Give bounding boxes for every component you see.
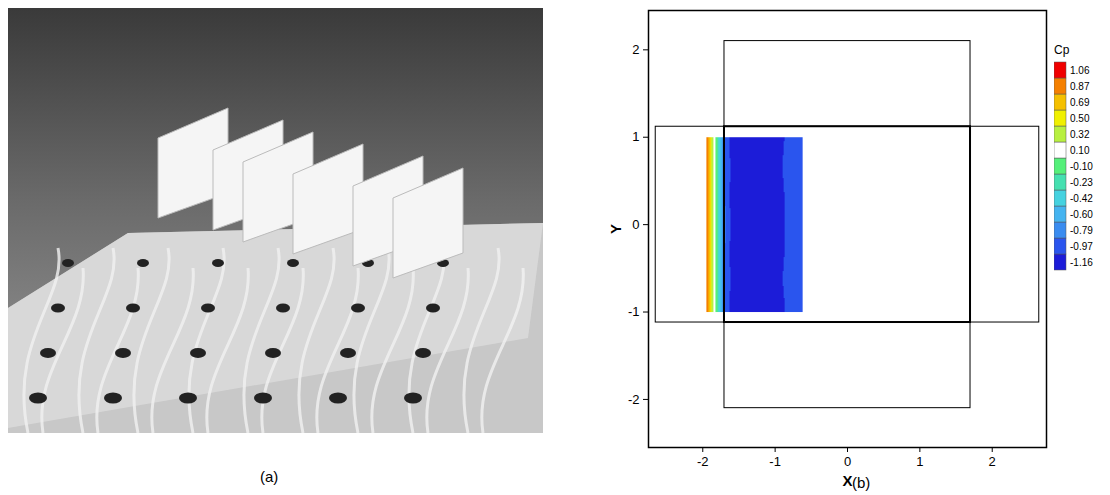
svg-text:X: X bbox=[842, 472, 852, 489]
svg-text:-0.79: -0.79 bbox=[1070, 225, 1093, 236]
svg-text:0.32: 0.32 bbox=[1070, 129, 1090, 140]
svg-text:1: 1 bbox=[916, 454, 923, 469]
svg-text:-0.10: -0.10 bbox=[1070, 161, 1093, 172]
svg-text:-2: -2 bbox=[628, 392, 640, 407]
svg-text:-0.97: -0.97 bbox=[1070, 241, 1093, 252]
svg-text:-0.23: -0.23 bbox=[1070, 177, 1093, 188]
svg-text:Y: Y bbox=[607, 224, 624, 234]
svg-text:-1.16: -1.16 bbox=[1070, 257, 1093, 268]
svg-text:2: 2 bbox=[632, 42, 639, 57]
svg-text:-2: -2 bbox=[697, 454, 709, 469]
svg-text:Cp: Cp bbox=[1054, 43, 1070, 57]
svg-text:-0.42: -0.42 bbox=[1070, 193, 1093, 204]
html-text:(b): (b) bbox=[852, 474, 871, 491]
svg-text:-1: -1 bbox=[628, 304, 640, 319]
svg-text:1: 1 bbox=[632, 129, 639, 144]
svg-text:0.10: 0.10 bbox=[1070, 145, 1090, 156]
svg-text:0.69: 0.69 bbox=[1070, 97, 1090, 108]
svg-text:0: 0 bbox=[844, 454, 851, 469]
svg-text:0: 0 bbox=[632, 217, 639, 232]
svg-text:1.06: 1.06 bbox=[1070, 65, 1090, 76]
svg-text:0.50: 0.50 bbox=[1070, 113, 1090, 124]
html-text:(a): (a) bbox=[260, 468, 279, 485]
svg-text:-0.60: -0.60 bbox=[1070, 209, 1093, 220]
svg-text:2: 2 bbox=[989, 454, 996, 469]
svg-text:0.87: 0.87 bbox=[1070, 81, 1090, 92]
svg-text:-1: -1 bbox=[769, 454, 781, 469]
